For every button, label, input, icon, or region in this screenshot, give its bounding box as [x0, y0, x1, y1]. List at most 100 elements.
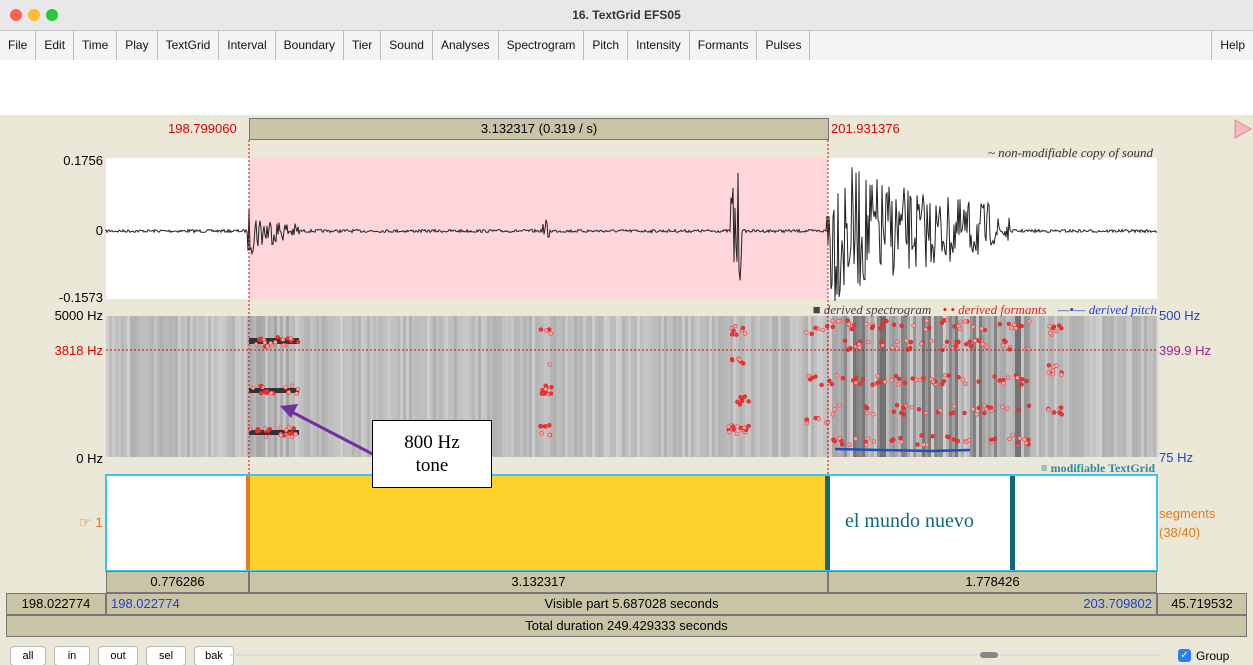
spectrogram-column [124, 316, 127, 457]
zoom-button[interactable]: all [10, 646, 46, 665]
formant-dot [282, 343, 286, 347]
spectrogram-column [187, 316, 190, 457]
spectrogram-column [910, 316, 913, 457]
formant-dot [833, 407, 837, 411]
formant-dot [931, 434, 935, 438]
formant-dot [1020, 382, 1024, 386]
spectrogram-column [670, 316, 673, 457]
formant-dot [259, 384, 263, 388]
formant-dot [938, 408, 942, 412]
after-box[interactable]: 45.719532 [1157, 593, 1247, 615]
formant-dot [289, 337, 293, 341]
formant-dot [263, 341, 267, 345]
spectrogram-column [646, 316, 649, 457]
legend-spectrogram: ■ derived spectrogram [813, 302, 932, 317]
spectrogram-column [232, 316, 235, 457]
spectrogram-column [679, 316, 682, 457]
formant-dot [945, 340, 949, 344]
formant-dot [813, 326, 817, 330]
tier-name: segments [1159, 506, 1215, 521]
formant-dot [287, 390, 291, 394]
spectrogram-column [799, 316, 802, 457]
spectrogram-column [859, 316, 862, 457]
selected-interval[interactable] [249, 476, 828, 570]
spectrogram-column [802, 316, 805, 457]
spectrogram-column [331, 316, 334, 457]
spectrogram-column [700, 316, 703, 457]
spectrogram-column [1045, 316, 1048, 457]
spectrogram-column [1156, 316, 1159, 457]
spectrogram-column [499, 316, 502, 457]
spectrogram-column [145, 316, 148, 457]
spectrogram-column [769, 316, 772, 457]
total-box[interactable]: Total duration 249.429333 seconds [6, 615, 1247, 637]
formant-dot [993, 437, 997, 441]
zoom-button[interactable]: out [98, 646, 138, 665]
formant-dot [954, 345, 958, 349]
formant-dot [810, 332, 814, 336]
spectrogram-column [316, 316, 319, 457]
formant-dot [1018, 436, 1022, 440]
formant-dot [831, 412, 835, 416]
pitch-track [835, 449, 970, 451]
spectrogram-column [823, 316, 826, 457]
duration-box[interactable]: 0.776286 [106, 571, 249, 593]
formant-dot [264, 435, 268, 439]
formant-dot [830, 382, 834, 386]
formant-dot [290, 384, 294, 388]
formant-dot [895, 403, 899, 407]
spectrogram-column [241, 316, 244, 457]
spectrogram-column [961, 316, 964, 457]
zoom-button[interactable]: bak [194, 646, 234, 665]
formant-dot [951, 411, 955, 415]
formant-dot [900, 324, 904, 328]
spectrogram-column [649, 316, 652, 457]
pitch-cursor: 399.9 Hz [1159, 343, 1211, 358]
play-arrow[interactable] [1235, 120, 1251, 138]
spectrogram-column [511, 316, 514, 457]
spectrogram-column [172, 316, 175, 457]
formant-dot [1059, 406, 1063, 410]
formant-dot [1046, 408, 1050, 412]
spectrogram-column [301, 316, 304, 457]
group-checkbox[interactable]: ✓ [1178, 649, 1191, 662]
spectrogram-column [838, 316, 841, 457]
formant-dot [885, 319, 889, 323]
spectrogram-column [1039, 316, 1042, 457]
formant-dot [728, 430, 732, 434]
boundary[interactable] [825, 476, 830, 570]
formant-dot [1027, 319, 1031, 323]
zoom-button[interactable]: in [54, 646, 90, 665]
spectrogram-column [310, 316, 313, 457]
spectrogram-column [178, 316, 181, 457]
interval-text[interactable]: el mundo nuevo [845, 510, 974, 533]
formant-dot [741, 361, 745, 365]
duration-box[interactable]: 1.778426 [828, 571, 1157, 593]
spectrogram-column [787, 316, 790, 457]
formant-dot [273, 340, 277, 344]
formant-dot [544, 387, 548, 391]
formant-dot [852, 323, 856, 327]
formant-dot [969, 344, 973, 348]
spectrogram-column [874, 316, 877, 457]
spectrogram-column [985, 316, 988, 457]
formant-dot [833, 439, 837, 443]
duration-box[interactable]: 3.132317 [249, 571, 828, 593]
spectrogram-column [112, 316, 115, 457]
formant-dot [864, 322, 868, 326]
window-start-box[interactable]: 198.022774 [6, 593, 106, 615]
spectrogram-column [1090, 316, 1093, 457]
visible-start: 198.022774 [111, 594, 180, 614]
spectrogram-column [523, 316, 526, 457]
spectrogram-column [742, 316, 745, 457]
boundary[interactable] [1010, 476, 1015, 570]
zoom-button[interactable]: sel [146, 646, 186, 665]
formant-dot [296, 340, 300, 344]
spectrogram-column [661, 316, 664, 457]
spectrogram-column [220, 316, 223, 457]
boundary[interactable] [246, 476, 250, 570]
spectrogram-top: 5000 Hz [55, 308, 103, 323]
scrollbar-thumb[interactable] [980, 652, 998, 658]
formant-dot [1017, 323, 1021, 327]
visible-box[interactable]: 198.022774 Visible part 5.687028 seconds… [106, 593, 1157, 615]
